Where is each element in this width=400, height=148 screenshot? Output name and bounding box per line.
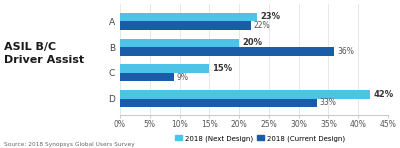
Text: 15%: 15% (212, 64, 232, 73)
Bar (120, 47, 334, 56)
Bar (120, 38, 239, 47)
Text: 20%: 20% (242, 38, 262, 47)
Text: 33%: 33% (320, 98, 336, 107)
Bar (120, 13, 257, 21)
Text: 23%: 23% (260, 12, 280, 21)
Bar (120, 64, 209, 73)
Legend: 2018 (Next Design), 2018 (Current Design): 2018 (Next Design), 2018 (Current Design… (172, 132, 348, 145)
Text: 9%: 9% (176, 73, 188, 82)
Text: Source: 2018 Synopsys Global Users Survey: Source: 2018 Synopsys Global Users Surve… (4, 141, 135, 147)
Bar (120, 21, 251, 30)
Bar (120, 99, 316, 107)
Text: 22%: 22% (254, 21, 271, 30)
Bar (120, 90, 370, 99)
Text: ASIL B/C
Driver Assist: ASIL B/C Driver Assist (4, 42, 84, 65)
Text: 42%: 42% (373, 90, 393, 99)
Text: 36%: 36% (337, 47, 354, 56)
Bar (120, 73, 174, 81)
